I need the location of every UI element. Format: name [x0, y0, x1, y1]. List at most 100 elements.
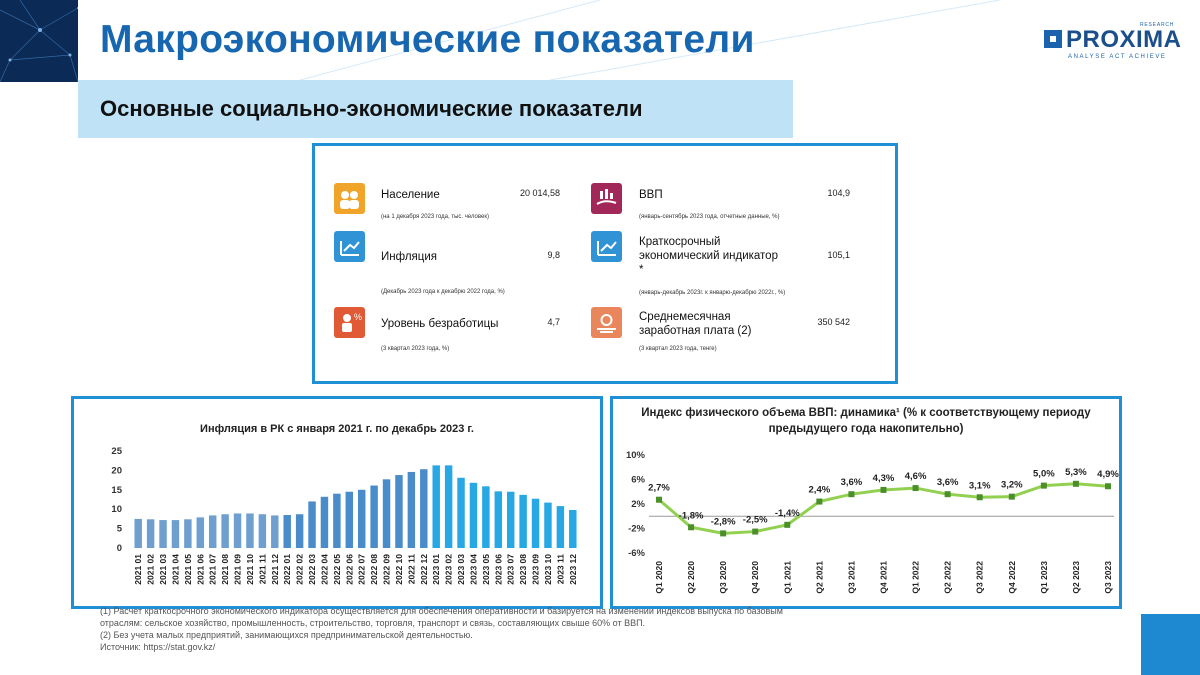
gdp-data-label: 4,3%: [873, 473, 895, 484]
gdp-point: [1040, 482, 1047, 489]
gdp-data-label: 3,6%: [937, 477, 959, 488]
gdp-point: [1105, 483, 1111, 490]
indicator-name-gdp: ВВП: [639, 189, 663, 201]
gdp-point: [848, 491, 855, 498]
x-tick-label: 2023 11: [555, 554, 565, 585]
footnote-1-cont: отраслям: сельское хозяйство, промышленн…: [100, 618, 646, 628]
x-tick-label: 2021 08: [220, 554, 230, 585]
x-tick-label: Q3 2020: [718, 561, 728, 594]
x-tick-label: 2021 05: [183, 554, 193, 585]
y-tick-label: 15: [111, 485, 122, 496]
inflation-bar: [457, 477, 465, 548]
indicator-value-inflation: 9,8: [547, 250, 560, 260]
inflation-bar: [295, 514, 304, 548]
footnote-1: (1) Расчет краткосрочного экономического…: [100, 606, 783, 616]
x-tick-label: 2021 12: [270, 554, 280, 585]
gdp-data-label: -2,8%: [711, 516, 736, 527]
logo-mark-icon: [1044, 30, 1062, 48]
x-tick-label: 2023 10: [543, 554, 553, 585]
gdp-point: [1008, 493, 1015, 500]
header-decoration-lines: [300, 0, 1000, 80]
x-tick-label: 2021 02: [146, 554, 156, 585]
inflation-bar: [357, 489, 366, 548]
indicator-value-unemployment: 4,7: [547, 317, 560, 327]
logo-tagline: ANALYSE ACT ACHIEVE: [1068, 54, 1167, 60]
inflation-bar: [482, 486, 490, 548]
footnote-2: (2) Без учета малых предприятий, занимаю…: [100, 630, 473, 640]
x-tick-label: 2023 09: [531, 554, 541, 585]
inflation-bar: [146, 519, 155, 548]
gdp-point: [688, 524, 695, 531]
y-tick-label: 10%: [626, 450, 646, 461]
people-icon: [334, 183, 365, 214]
x-tick-label: 2022 02: [295, 554, 305, 585]
x-tick-label: 2023 08: [518, 554, 528, 585]
indicator-note-population: (на 1 декабря 2023 года, тыс. человек): [381, 214, 489, 220]
gdp-line-chart: 10% 6% 2% -2% -6% 2,7% Q1 2020 -1,8% Q2 2020 -2,8…: [626, 450, 1119, 594]
inflation-bar: [432, 465, 440, 548]
x-tick-label: 2023 02: [444, 554, 454, 585]
svg-text:%: %: [354, 312, 362, 322]
page-title: Макроэкономические показатели: [100, 18, 755, 61]
gdp-data-label: 4,6%: [905, 471, 927, 482]
indicator-note-gdp: (январь-сентябрь 2023 года, отчетные дан…: [639, 214, 780, 220]
x-tick-label: 2023 03: [456, 554, 466, 585]
indicator-name-salary: Среднемесячная заработная плата (2): [639, 311, 752, 337]
y-tick-label: -2%: [628, 524, 645, 535]
inflation-bar: [134, 518, 142, 548]
inflation-bar: [233, 513, 242, 548]
inflation-bar: [320, 496, 329, 548]
inflation-bar: [258, 514, 267, 548]
x-tick-label: 2022 11: [406, 554, 416, 585]
gdp-point: [912, 485, 919, 492]
inflation-chart-title: Инфляция в РК с января 2021 г. по декабр…: [200, 423, 474, 435]
indicator-note-unemployment: (3 квартал 2023 года, %): [381, 346, 450, 352]
gdp-data-label: 5,0%: [1033, 469, 1055, 480]
x-tick-label: Q4 2022: [1007, 561, 1017, 594]
x-tick-label: 2022 10: [394, 554, 404, 585]
inflation-bar: [345, 491, 354, 548]
gdp-data-label: 5,3%: [1065, 467, 1087, 478]
inflation-bar: [569, 509, 577, 548]
inflation-bar: [308, 501, 316, 548]
x-tick-label: Q1 2023: [1039, 561, 1049, 594]
inflation-bar: [184, 519, 192, 548]
inflation-bar: [544, 502, 552, 548]
gdp-data-label: 3,1%: [969, 480, 991, 491]
x-tick-label: Q4 2020: [750, 561, 760, 594]
x-tick-label: 2022 04: [319, 554, 329, 585]
gdp-point: [752, 528, 759, 535]
indicator-name-short-term: Краткосрочный экономический индикатор *: [639, 236, 778, 276]
x-tick-label: Q2 2020: [686, 561, 696, 594]
gdp-point: [656, 496, 662, 503]
x-tick-label: Q3 2021: [846, 561, 856, 594]
inflation-bar: [407, 471, 416, 548]
inflation-bar: [506, 491, 515, 548]
inflation-bar: [271, 515, 279, 548]
indicator-note-short-term: (январь-декабрь 2023г. к январю-декабрю …: [639, 290, 786, 296]
y-tick-label: 6%: [631, 475, 645, 486]
y-tick-label: 0: [117, 543, 122, 554]
gdp-hand-icon: [591, 183, 622, 214]
inflation-bar: [196, 517, 205, 548]
indicator-note-inflation: (Декабрь 2023 года к декабрю 2022 года, …: [381, 289, 505, 295]
x-tick-label: 2022 07: [357, 554, 367, 585]
subtitle-bar: [78, 80, 793, 138]
indicator-note-salary: (3 квартал 2023 года, тенге): [639, 346, 717, 352]
x-tick-label: 2022 03: [307, 554, 317, 585]
x-tick-label: 2022 01: [282, 554, 292, 585]
y-tick-label: 20: [111, 465, 122, 476]
x-tick-label: 2023 04: [468, 554, 478, 585]
gdp-data-label: -1,8%: [679, 510, 704, 521]
logo-research: RESEARCH: [1140, 22, 1175, 28]
x-tick-label: Q4 2021: [879, 561, 889, 594]
inflation-bar: [246, 513, 254, 548]
indicator-name-population: Население: [381, 189, 440, 201]
x-tick-label: 2022 08: [369, 554, 379, 585]
gdp-point: [784, 521, 791, 528]
indicator-value-salary: 350 542: [817, 317, 850, 327]
gdp-data-label: 4,9%: [1097, 469, 1119, 480]
x-tick-label: 2021 06: [195, 554, 205, 585]
x-tick-label: 2021 10: [245, 554, 255, 585]
